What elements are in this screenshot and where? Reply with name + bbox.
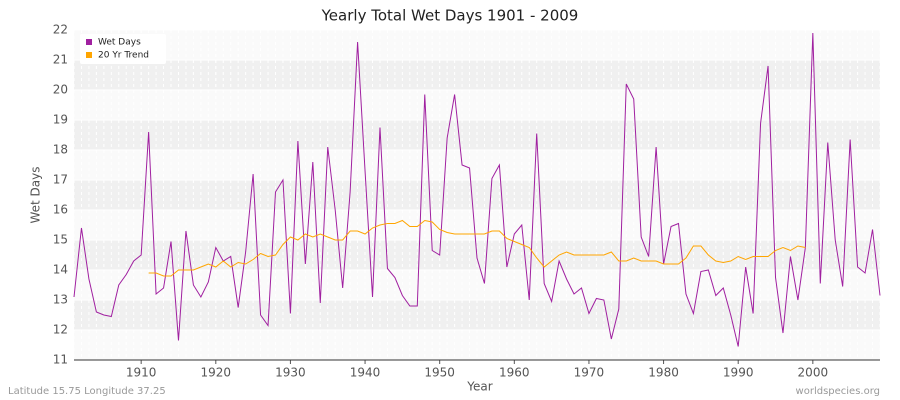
x-tick-label: 1980 bbox=[648, 366, 679, 380]
x-tick-label: 1920 bbox=[201, 366, 232, 380]
data-line bbox=[73, 32, 881, 347]
y-axis-label: Wet Days bbox=[29, 166, 43, 223]
x-tick-label: 1910 bbox=[126, 366, 157, 380]
y-tick-label: 15 bbox=[53, 233, 68, 247]
y-tick-label: 13 bbox=[53, 293, 68, 307]
y-tick-label: 20 bbox=[53, 83, 68, 97]
y-tick-label: 18 bbox=[53, 143, 68, 157]
x-tick-label: 1990 bbox=[723, 366, 754, 380]
footer-left: Latitude 15.75 Longitude 37.25 bbox=[8, 386, 166, 397]
y-tick-label: 12 bbox=[53, 323, 68, 337]
x-tick-label: 1960 bbox=[499, 366, 530, 380]
data-line bbox=[148, 219, 806, 277]
y-tick-label: 17 bbox=[53, 173, 68, 187]
y-tick-label: 19 bbox=[53, 113, 68, 127]
legend-box bbox=[80, 34, 166, 64]
legend-swatch bbox=[86, 39, 92, 45]
y-tick-label: 14 bbox=[53, 263, 68, 277]
y-tick-label: 11 bbox=[53, 353, 68, 367]
y-tick-label: 21 bbox=[53, 53, 68, 67]
footer-right: worldspecies.org bbox=[796, 386, 880, 397]
y-tick-label: 16 bbox=[53, 203, 68, 217]
x-tick-label: 2000 bbox=[798, 366, 829, 380]
x-axis-label: Year bbox=[466, 380, 492, 394]
legend-label: Wet Days bbox=[98, 38, 141, 48]
x-tick-label: 1970 bbox=[574, 366, 605, 380]
x-tick-label: 1940 bbox=[350, 366, 381, 380]
chart-title: Yearly Total Wet Days 1901 - 2009 bbox=[321, 7, 579, 25]
legend-label: 20 Yr Trend bbox=[98, 51, 149, 61]
x-tick-label: 1950 bbox=[424, 366, 455, 380]
legend-swatch bbox=[86, 52, 92, 58]
x-tick-label: 1930 bbox=[275, 366, 306, 380]
y-tick-label: 22 bbox=[53, 23, 68, 37]
